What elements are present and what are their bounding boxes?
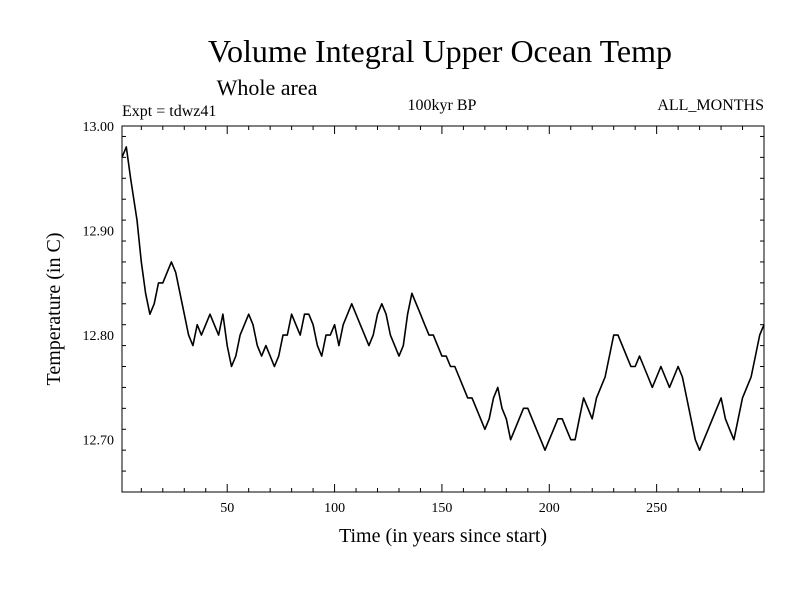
y-axis-label: Temperature (in C) (43, 233, 65, 386)
y-tick-label: 12.90 (83, 225, 115, 240)
x-tick-label: 50 (220, 501, 234, 516)
experiment-label: Expt = tdwz41 (122, 103, 216, 120)
axes: 50 100 150 200 250 12.70 12.80 12.90 13.00 (83, 120, 764, 516)
chart-subtitle: Whole area (217, 75, 318, 100)
x-tick-label: 250 (646, 501, 667, 516)
x-tick-label: 150 (431, 501, 452, 516)
x-tick-label: 200 (539, 501, 560, 516)
y-tick-label: 12.70 (83, 434, 115, 449)
x-tick-label: 100 (324, 501, 345, 516)
chart-title: Volume Integral Upper Ocean Temp (208, 33, 672, 69)
months-label: ALL_MONTHS (657, 97, 764, 114)
x-axis-label: Time (in years since start) (339, 525, 547, 547)
y-tick-label: 13.00 (83, 120, 115, 135)
plot-frame (121, 125, 765, 493)
temperature-series-line (121, 146, 765, 451)
period-label: 100kyr BP (408, 97, 477, 114)
y-tick-label: 12.80 (83, 329, 115, 344)
